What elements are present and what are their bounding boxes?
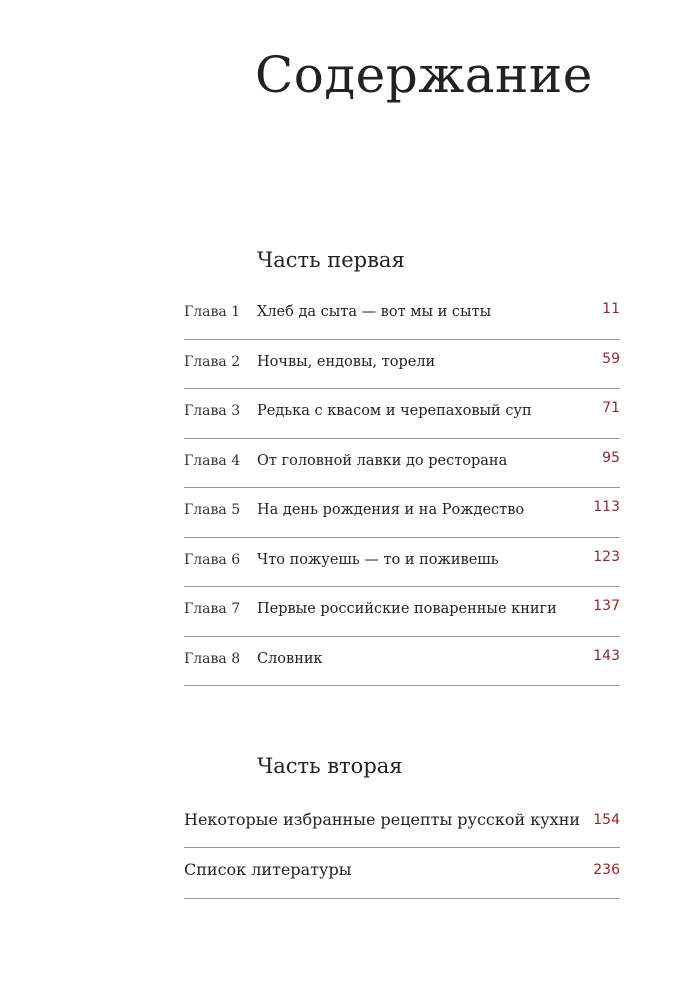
chapter-label: Глава 4 [184,452,241,469]
chapter-label: Глава 2 [184,353,241,370]
page-number: 123 [593,548,620,565]
chapter-label: Глава 1 [184,304,241,320]
chapter-title: Словник [257,650,323,667]
page-number: 95 [602,449,620,466]
chapter-title: Редька с квасом и черепаховый суп [257,403,532,419]
page-number: 71 [602,400,620,416]
page-number: 59 [602,350,620,367]
toc-entry[interactable]: Глава 1 Хлеб да сыта — вот мы и сыты 11 [184,290,620,340]
chapter-title: От головной лавки до ресторана [257,452,508,469]
toc-entry[interactable]: Глава 2 Ночвы, ендовы, торели 59 [184,340,620,389]
chapter-title: Хлеб да сыта — вот мы и сыты [257,304,492,320]
part-two-heading: Часть вторая [257,754,403,778]
toc-entry[interactable]: Список литературы 236 [184,848,620,899]
chapter-title: Что пожуешь — то и поживешь [257,551,499,568]
page-title: Содержание [255,46,593,104]
toc-entry[interactable]: Глава 7 Первые российские поваренные книг… [184,587,620,637]
page-number: 11 [602,301,620,317]
toc-entry[interactable]: Некоторые избранные рецепты русской кухн… [184,798,620,848]
chapter-title: На день рождения и на Рождество [257,502,525,518]
page-number: 113 [593,499,620,515]
page-number: 137 [593,598,620,614]
page-number: 143 [593,647,620,664]
page-number: 154 [593,812,620,828]
toc-entry[interactable]: Глава 8 Словник 143 [184,637,620,686]
toc-entry[interactable]: Глава 5 На день рождения и на Рождество 11… [184,488,620,538]
part-one-list: Глава 1 Хлеб да сыта — вот мы и сыты 11 Гл… [184,290,620,686]
chapter-title: Ночвы, ендовы, торели [257,353,436,370]
chapter-label: Глава 8 [184,650,241,667]
toc-entry[interactable]: Глава 6 Что пожуешь — то и поживешь 123 [184,538,620,587]
part-two-list: Некоторые избранные рецепты русской кухн… [184,798,620,899]
toc-entry[interactable]: Глава 4 От головной лавки до ресторана 95 [184,439,620,488]
chapter-title: Первые российские поваренные книги [257,601,557,617]
chapter-label: Глава 7 [184,601,241,617]
part-one-heading: Часть первая [257,248,405,272]
toc-entry[interactable]: Глава 3 Редька с квасом и черепаховый суп… [184,389,620,439]
chapter-label: Глава 3 [184,403,241,419]
chapter-label: Глава 5 [184,502,241,518]
section-title: Список литературы [184,859,352,879]
section-title: Некоторые избранные рецепты русской кухн… [184,810,581,829]
page-number: 236 [593,861,620,878]
chapter-label: Глава 6 [184,551,241,568]
